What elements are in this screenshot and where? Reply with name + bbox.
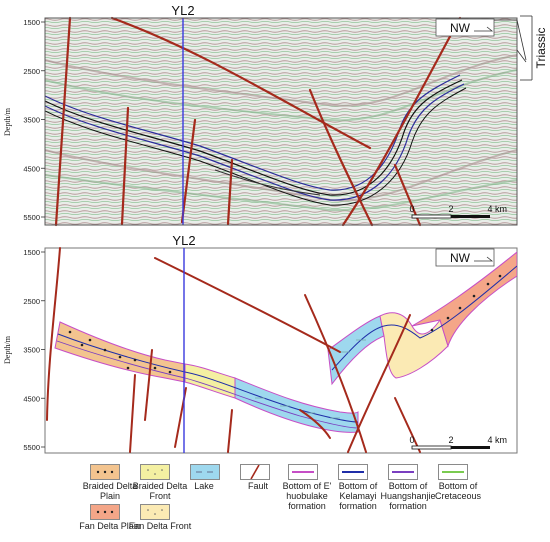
fan-delta-plain-swatch xyxy=(90,504,120,520)
triassic-annotation: Triassic xyxy=(494,15,548,81)
scale-bar-top-segment xyxy=(411,214,452,219)
scale-bar-top: 0 2 4 km xyxy=(409,204,507,219)
svg-text:NW: NW xyxy=(450,251,471,265)
depth-axis-top: 1500 2500 3500 4500 5500 xyxy=(23,18,45,222)
scale-bar-bottom: 0 2 4 km xyxy=(409,435,507,450)
depth-axis-bottom: 1500 2500 3500 4500 5500 xyxy=(23,248,45,452)
scale-bar-bottom-tick-label: 0 xyxy=(409,435,414,445)
depth-axis-top-tick-label: 1500 xyxy=(23,18,40,27)
braided-delta-plain-swatch xyxy=(90,464,120,480)
bottom-huangshanjie-swatch xyxy=(388,464,418,480)
legend: Braided Delta Plain Braided Delta Front … xyxy=(78,464,498,540)
legend-lake: Lake xyxy=(178,464,238,502)
legend-bottom-huangshanjie: Bottom of Huangshanjie formation xyxy=(376,464,436,511)
fan-delta-front-swatch xyxy=(140,504,170,520)
top-faults xyxy=(54,16,462,227)
cross-section-figure: YL2 NW Triassic 1500 2500 3500 4500 5500 Dep… xyxy=(3,3,548,454)
bottom-kelamayi-swatch xyxy=(338,464,368,480)
legend-bottom-cretaceous: Bottom of Cretaceous xyxy=(426,464,486,502)
legend-bottom-ehuobulake: Bottom of E' huobulake formation xyxy=(276,464,336,511)
fan-delta-front-label: Fan Delta Front xyxy=(128,521,192,531)
depth-axis-title-bottom: Depth/m xyxy=(3,335,12,364)
scale-bar-bottom-segment xyxy=(411,445,452,450)
triassic-label: Triassic xyxy=(534,28,548,69)
scale-bar-bottom-unit: km xyxy=(495,435,507,445)
scale-bar-bottom-tick-label: 4 xyxy=(487,435,492,445)
braided-delta-plain-label: Braided Delta Plain xyxy=(82,481,138,501)
scale-bar-bottom-segment xyxy=(451,446,490,449)
depth-axis-top-tick-label: 2500 xyxy=(23,67,40,76)
seismic-panel: YL2 NW Triassic 1500 2500 3500 4500 5500 Dep… xyxy=(3,3,548,227)
depth-axis-top-tick-label: 3500 xyxy=(23,116,40,125)
legend-fault: Fault xyxy=(228,464,288,502)
bottom-faults xyxy=(46,247,421,453)
depth-axis-bottom-tick-label: 1500 xyxy=(23,248,40,257)
scale-bar-top-segment xyxy=(451,215,490,218)
fan-delta-plain-body xyxy=(411,251,517,348)
bottom-kelamayi-label: Bottom of Kelamayi formation xyxy=(338,481,378,511)
bottom-ehuobulake-label: Bottom of E' huobulake formation xyxy=(282,481,332,511)
bottom-huangshanjie-label: Bottom of Huangshanjie formation xyxy=(380,481,436,511)
bottom-cretaceous-label: Bottom of Cretaceous xyxy=(434,481,482,501)
legend-fan-delta-front: Fan Delta Front xyxy=(128,504,191,542)
scale-bar-bottom-tick-label: 2 xyxy=(448,435,453,445)
depth-axis-top-tick-label: 5500 xyxy=(23,213,40,222)
direction-indicator-bottom: NW xyxy=(435,248,495,267)
scale-bar-top-tick-label: 2 xyxy=(448,204,453,214)
braided-delta-front-swatch xyxy=(140,464,170,480)
fault-swatch xyxy=(240,464,270,480)
depth-axis-bottom-tick-label: 2500 xyxy=(23,297,40,306)
fan-delta-plain-label: Fan Delta Plain xyxy=(79,521,141,531)
lake-label: Lake xyxy=(194,481,214,491)
legend-fan-delta-plain: Fan Delta Plain xyxy=(78,504,141,542)
legend-braided-delta-plain: Braided Delta Plain xyxy=(78,464,138,502)
bottom-ehuobulake-swatch xyxy=(288,464,318,480)
scale-bar-top-tick-label: 4 xyxy=(487,204,492,214)
lake-swatch xyxy=(190,464,220,480)
depth-axis-bottom-tick-label: 3500 xyxy=(23,346,40,355)
depth-axis-title-top: Depth/m xyxy=(3,107,12,136)
legend-braided-delta-front: Braided Delta Front xyxy=(128,464,188,502)
depth-axis-top-tick-label: 4500 xyxy=(23,164,40,173)
legend-bottom-kelamayi: Bottom of Kelamayi formation xyxy=(326,464,386,511)
seismic-reflectors xyxy=(45,54,517,212)
scale-bar-top-tick-label: 0 xyxy=(409,204,414,214)
bottom-cretaceous-swatch xyxy=(438,464,468,480)
svg-text:NW: NW xyxy=(450,21,471,35)
well-label-bottom: YL2 xyxy=(172,233,195,248)
direction-indicator-top: NW xyxy=(435,18,495,37)
well-label-top: YL2 xyxy=(171,3,194,18)
fault-label: Fault xyxy=(247,481,268,491)
scale-bar-top-unit: km xyxy=(495,204,507,214)
seismic-frame xyxy=(44,17,518,226)
depth-axis-bottom-tick-label: 4500 xyxy=(23,394,40,403)
braided-delta-front-label: Braided Delta Front xyxy=(132,481,188,501)
depth-axis-bottom-tick-label: 5500 xyxy=(23,443,40,452)
